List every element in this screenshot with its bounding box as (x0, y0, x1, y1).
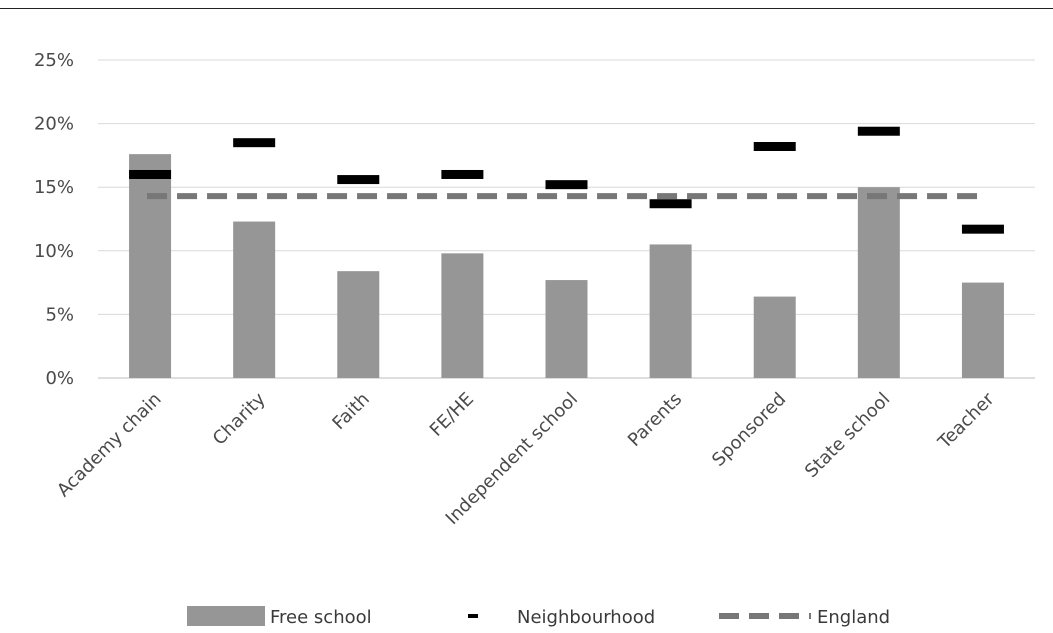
neighbourhood-marker (753, 141, 796, 151)
bar (649, 244, 692, 378)
neighbourhood-marker (857, 126, 900, 136)
neighbourhood-marker (441, 169, 484, 179)
y-tick-label: 0% (45, 368, 74, 389)
neighbourhood-marker (233, 138, 276, 148)
legend-label-neighbourhood: Neighbourhood (517, 607, 655, 628)
bar (337, 271, 380, 378)
bar (857, 187, 900, 378)
neighbourhood-marker (649, 199, 692, 209)
bar (129, 154, 172, 378)
x-tick-label: Teacher (934, 388, 999, 453)
x-tick-label: Charity (209, 388, 270, 449)
top-rule (0, 8, 1053, 9)
y-tick-label: 10% (34, 241, 74, 262)
y-tick-label: 25% (34, 50, 74, 71)
x-tick-label: Academy chain (53, 389, 165, 501)
y-tick-label: 5% (45, 304, 74, 325)
x-tick-label: State school (801, 389, 894, 482)
bar (961, 282, 1004, 378)
bar (441, 253, 484, 378)
legend-swatch-free-school (187, 606, 265, 626)
legend-swatch-neighbourhood (468, 614, 478, 618)
x-tick-label: Faith (328, 389, 373, 434)
neighbourhood-marker (545, 180, 588, 190)
y-tick-label: 15% (34, 177, 74, 198)
neighbourhood-marker (337, 175, 380, 185)
legend-label-england: England (817, 607, 890, 628)
bar (233, 221, 276, 378)
x-tick-label: Parents (624, 389, 686, 451)
y-tick-label: 20% (34, 114, 74, 135)
bar (753, 296, 796, 378)
x-tick-label: FE/HE (426, 389, 478, 441)
x-tick-label: Sponsored (708, 389, 790, 471)
legend-label-free-school: Free school (270, 607, 372, 628)
bar (545, 280, 588, 378)
neighbourhood-marker (129, 169, 172, 179)
neighbourhood-marker (961, 224, 1004, 234)
